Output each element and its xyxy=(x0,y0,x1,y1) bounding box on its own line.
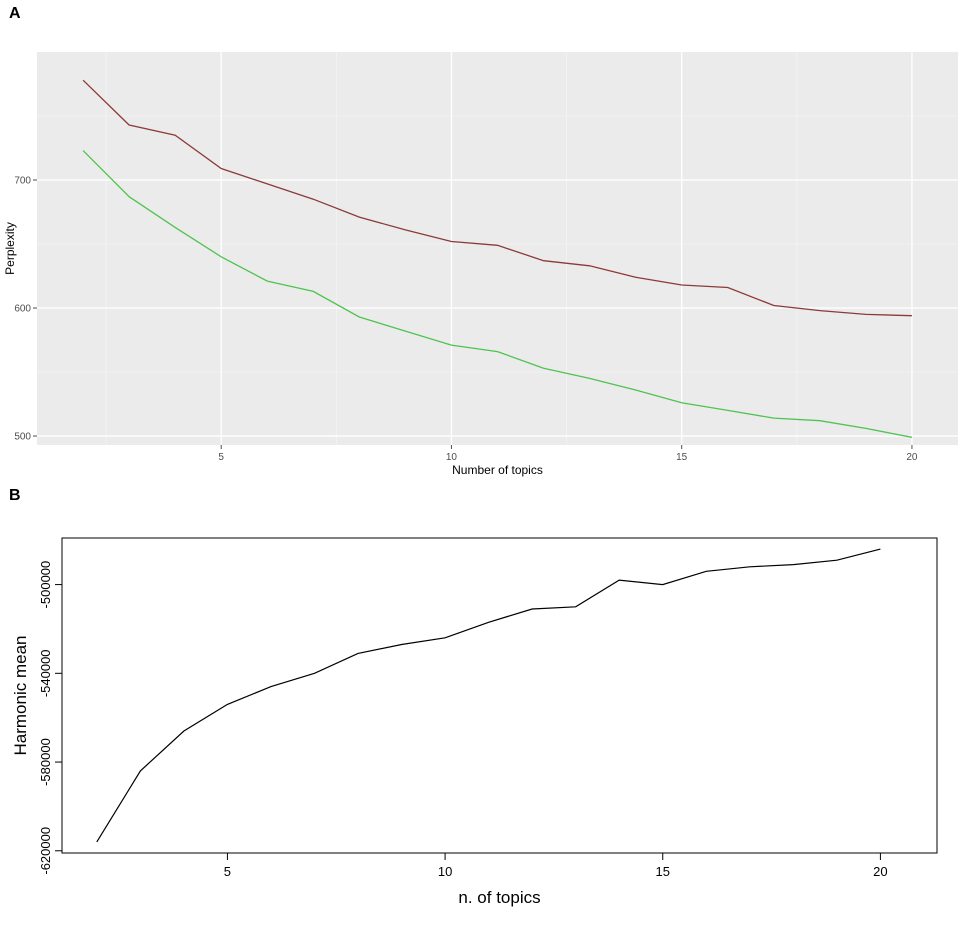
y-tick-label: -580000 xyxy=(38,738,53,786)
y-axis-title: Perplexity xyxy=(3,222,17,275)
x-tick-label: 5 xyxy=(218,452,224,463)
x-axis-title: n. of topics xyxy=(458,888,540,907)
y-tick-label: -500000 xyxy=(38,561,53,609)
series-line-1 xyxy=(96,548,881,843)
y-tick-label: -540000 xyxy=(38,649,53,697)
plot-panel-background xyxy=(37,52,958,445)
series-line-1 xyxy=(82,79,912,317)
y-tick-label: 500 xyxy=(14,432,31,443)
y-tick-label: 700 xyxy=(14,176,31,187)
x-tick-label: 10 xyxy=(438,864,452,879)
x-tick-label: 5 xyxy=(224,864,231,879)
y-tick-label: -620000 xyxy=(38,827,53,875)
y-tick-label: 600 xyxy=(14,304,31,315)
plot-frame xyxy=(61,537,938,854)
x-tick-label: 20 xyxy=(906,452,918,463)
x-tick-label: 20 xyxy=(873,864,887,879)
x-tick-label: 15 xyxy=(656,864,670,879)
panel-b-label: B xyxy=(9,487,21,504)
series-line-2 xyxy=(82,150,913,438)
x-tick-label: 15 xyxy=(676,452,688,463)
panel-a-label: A xyxy=(9,5,21,22)
x-tick-label: 10 xyxy=(446,452,458,463)
x-axis-title: Number of topics xyxy=(452,463,543,477)
y-axis-title: Harmonic mean xyxy=(11,636,30,756)
